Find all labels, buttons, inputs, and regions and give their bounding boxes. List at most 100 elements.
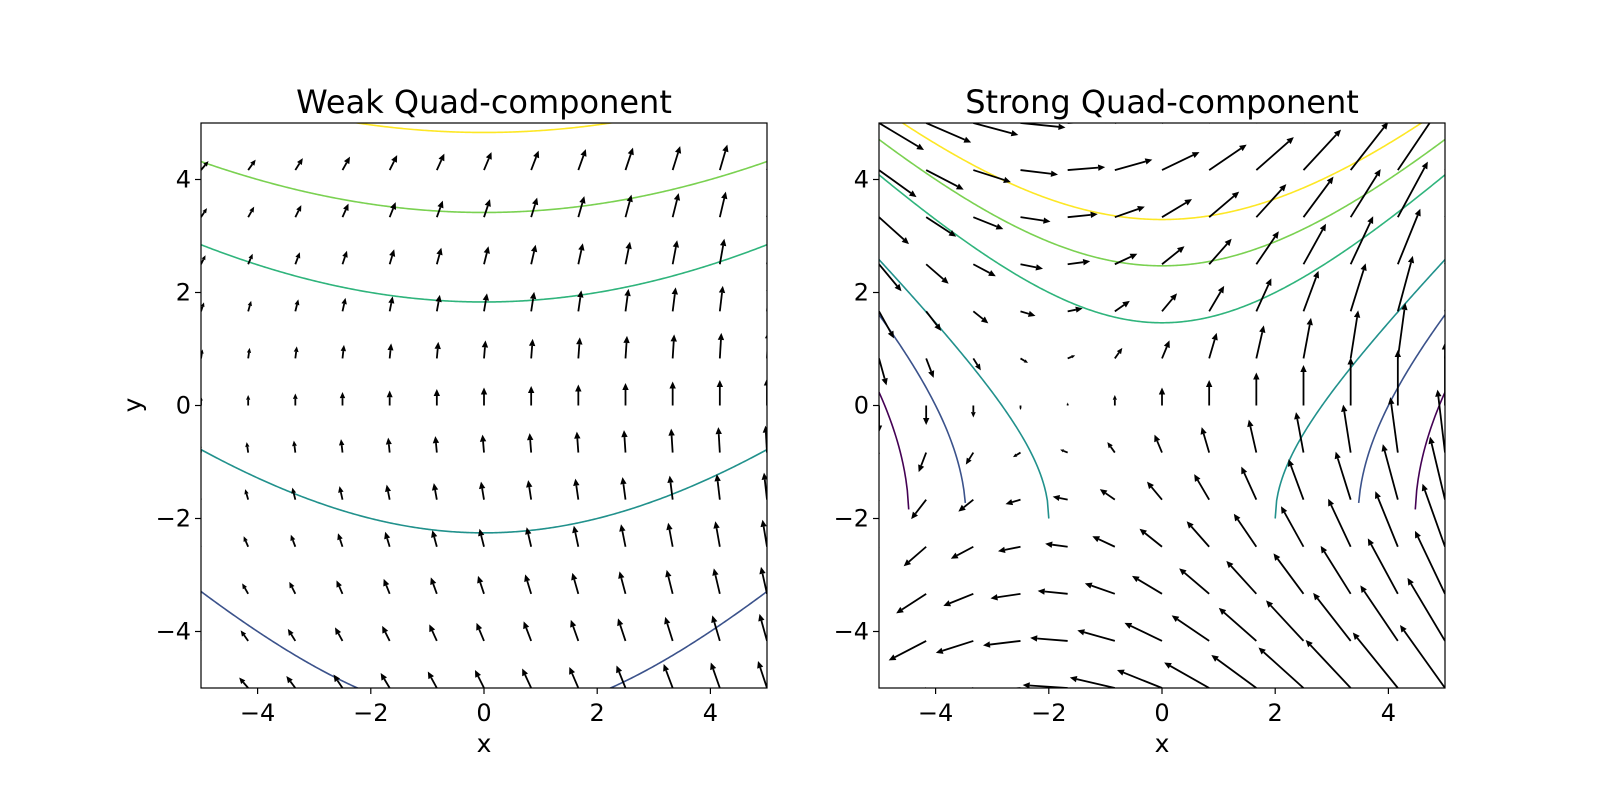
quiver-arrow [1435,389,1445,453]
quiver-arrow [431,483,439,500]
quiver-arrow [247,253,253,265]
quiver-arrow [1349,216,1374,265]
quiver-arrow [1360,585,1399,642]
quiver-arrow [1020,123,1066,130]
quiver-arrow [710,662,721,688]
quiver-arrow [1067,306,1083,313]
quiver-arrow [239,677,249,688]
quiver-arrow [1302,223,1326,265]
quiver-arrow [1381,444,1399,500]
quiver-arrow [1020,216,1051,224]
quiver-arrow [616,665,627,688]
quiver-arrow [1179,568,1210,595]
quiver-arrow [1352,632,1399,688]
quiver-arrow [1084,582,1116,595]
quiver-arrow [1171,615,1210,642]
quiver-arrow [998,545,1021,554]
quiver-arrow [1302,270,1320,312]
contour-line [352,123,616,134]
quiver-arrow [1341,404,1352,453]
quiver-arrow [481,340,489,359]
quiver-arrow [879,216,909,245]
quiver-arrow [1281,506,1305,548]
x-axis-ticks: −4 −2 0 2 4 [918,688,1396,727]
quiver-arrow [1060,449,1069,454]
quiver-arrow [1114,347,1123,359]
quiver-arrow [1349,169,1381,218]
quiver-arrow [430,577,438,595]
quiver-arrow [1247,419,1258,453]
quiver-arrow [911,499,927,520]
quiver-arrow [475,670,485,688]
quiver-arrow [528,338,536,359]
quiver-arrow [388,202,397,218]
quiver-arrow [333,674,344,688]
quiver-arrow [1124,622,1163,642]
quiver-arrow [246,347,252,359]
quiver-arrow [623,335,630,359]
quiver-arrow [577,196,586,218]
contour-line [201,243,767,303]
quiver-arrow [943,592,974,607]
quiver-arrow [935,640,974,654]
quiver-arrow [388,296,395,312]
quiver-arrow [577,149,587,171]
quiver-arrow [1067,164,1106,171]
quiver-arrow [671,146,682,171]
quiver-arrow [387,343,394,359]
quiver-arrow [973,169,1011,183]
quiver-arrow [480,387,488,406]
quiver-arrow [382,625,391,642]
quiver-arrow [242,583,249,595]
quiver-arrow [958,498,974,512]
quiver-arrow [294,299,300,312]
quiver-arrow [1300,365,1307,406]
y-tick-label: −4 [156,618,191,646]
quiver-arrow [201,161,209,171]
quiver-arrow [672,123,674,124]
quiver-arrow [293,346,299,359]
quiver-arrow [574,431,581,453]
quiver-arrow [1294,412,1305,453]
quiver-arrow [577,290,584,312]
quiver-arrow [245,442,250,453]
quiver-arrow [879,546,880,549]
quiver-arrow [1305,640,1352,688]
quiver-arrow [482,293,490,312]
quiver-arrow [1161,152,1200,171]
quiver-arrow [1320,545,1352,595]
quiver-arrow [712,568,721,595]
quiver-arrow [1164,662,1210,688]
quiver-arrow [1302,129,1341,171]
quiver-arrow [1349,310,1361,359]
quiver-arrow [286,676,297,688]
quiver-arrow [972,263,996,277]
quiver-arrow [201,123,203,124]
y-tick-label: 0 [176,392,191,420]
quiver-arrow [1428,436,1445,500]
quiver-arrow [1011,687,1021,688]
quiver-arrow [766,213,767,218]
quiver-arrow [434,341,441,359]
quiver-arrow [1444,350,1445,359]
quiver-arrow [341,297,347,312]
quiver-arrow [1241,466,1258,501]
quiver-arrow [718,144,729,171]
quiver-arrow [671,193,681,218]
quiver-arrow [1444,261,1445,265]
y-tick-label: −2 [156,505,191,533]
quiver-arrow [292,440,297,453]
quiver-arrow [664,616,674,642]
quiver-arrow [201,544,202,547]
quiver-arrow [758,613,767,642]
quiver-arrow [1255,325,1266,359]
quiver-arrow [201,208,207,218]
y-tick-label: 4 [176,166,191,194]
y-tick-label: 4 [854,166,869,194]
quiver-arrow [1030,635,1068,642]
quiver-arrow [1067,355,1076,360]
quiver-arrow [1397,123,1399,124]
quiver-arrow [385,484,392,500]
contour-layer [879,123,1445,519]
quiver-arrow [479,434,487,453]
